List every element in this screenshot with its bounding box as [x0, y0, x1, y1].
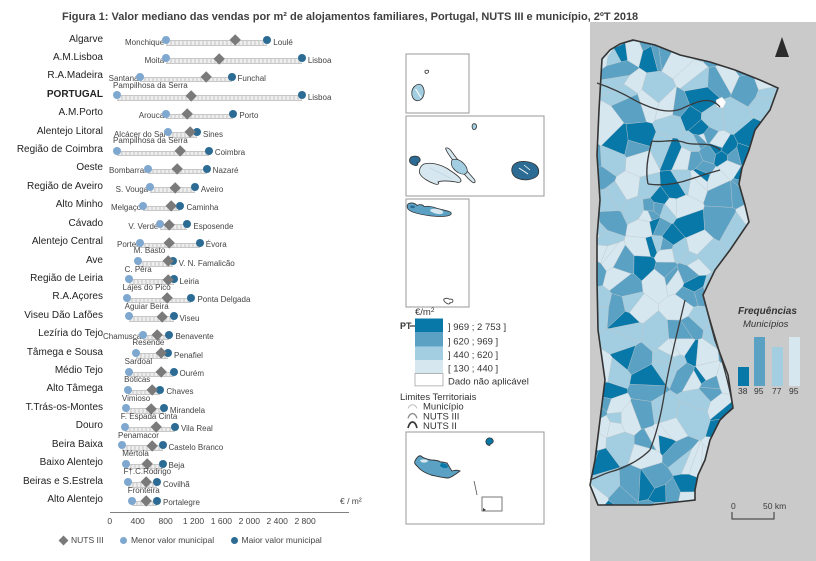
- svg-text:77: 77: [772, 386, 782, 396]
- svg-text:95: 95: [789, 386, 799, 396]
- svg-text:0: 0: [731, 501, 736, 511]
- svg-text:38: 38: [738, 386, 748, 396]
- svg-text:50 km: 50 km: [763, 501, 786, 511]
- svg-text:Frequências: Frequências: [738, 306, 797, 317]
- svg-text:95: 95: [754, 386, 764, 396]
- svg-text:Municípios: Municípios: [743, 319, 789, 330]
